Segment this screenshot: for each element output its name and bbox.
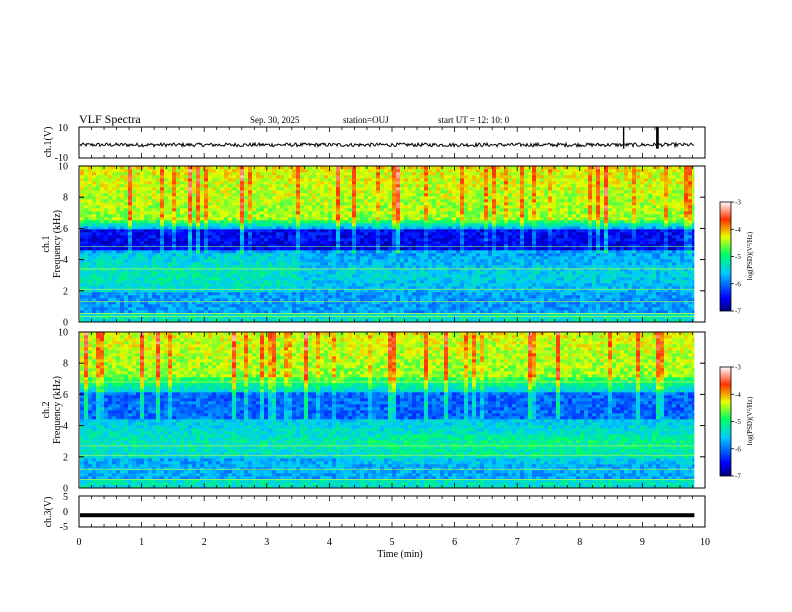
time-axis-tick-label: 4 <box>327 537 332 548</box>
time-axis-tick-label: 9 <box>640 537 645 548</box>
spectrogram-ch2-ytick-label: 10 <box>58 328 68 339</box>
time-axis-tick-label: 8 <box>577 537 582 548</box>
figure-title: VLF Spectra <box>79 112 141 126</box>
waveform-ch1-frame <box>78 126 706 159</box>
spectrogram-ch2-data <box>80 332 705 489</box>
waveform-ch3-frame <box>78 495 706 528</box>
spectrogram-ch1-colorbar-tick-label: -3 <box>735 199 741 207</box>
spectrogram-ch2-ylabel: Frequency (kHz) <box>52 376 63 444</box>
spectrogram-ch2-colorbar-ticks: -3 -4 -5 -6 -7 <box>731 364 741 481</box>
spectrogram-ch2-ytick-label: 4 <box>63 421 68 432</box>
time-axis-tick-label: 7 <box>515 537 520 548</box>
spectrogram-ch1-ylabel: Frequency (kHz) <box>52 210 63 278</box>
spectrogram-ch2-colorbar <box>719 366 732 477</box>
spectrogram-ch1-yticks: 0 2 4 6 8 10 <box>58 162 705 329</box>
spectrogram-ch1-colorbar-tick-label: -6 <box>735 280 741 288</box>
time-axis-tick-labels: 0 1 2 3 4 5 6 7 8 9 10 <box>77 537 711 548</box>
spectrogram-ch1-colorbar-ticks: -3 -4 -5 -6 -7 <box>731 199 741 316</box>
spectrogram-ch1-ytick-label: 0 <box>63 318 68 329</box>
waveform-ch1-ylabel: ch.1(V) <box>43 127 54 158</box>
time-axis-tick-label: 5 <box>390 537 395 548</box>
spectrogram-ch1-ytick-label: 10 <box>58 162 68 173</box>
spectrogram-ch1-colorbar-label: log(PSD)(V²/Hz) <box>746 231 754 280</box>
spectrogram-ch2-colorbar-tick-label: -3 <box>735 364 741 372</box>
spectrogram-ch1-ytick-label: 2 <box>63 286 68 297</box>
time-axis-tick-label: 0 <box>77 537 82 548</box>
waveform-ch3-ytick-mid: 0 <box>63 507 68 518</box>
waveform-ch3-ylabel: ch.3(V) <box>43 497 54 528</box>
waveform-ch3-ytick-top: 5 <box>63 492 68 503</box>
time-axis-ticks <box>78 127 706 527</box>
time-axis-tick-label: 3 <box>264 537 269 548</box>
spectrogram-ch1-colorbar-tick-label: -5 <box>735 253 741 261</box>
waveform-ch3-ytick-bottom: -5 <box>60 522 68 533</box>
spectrogram-ch1-channel: ch.1 <box>41 236 52 253</box>
time-axis-tick-label: 1 <box>139 537 144 548</box>
spectrogram-ch1-ytick-label: 4 <box>63 255 68 266</box>
waveform-ch3-trace <box>80 513 695 518</box>
time-axis-tick-label: 2 <box>202 537 207 548</box>
spectrogram-ch2-ytick-label: 8 <box>63 359 68 370</box>
waveform-ch1-trace <box>79 141 695 149</box>
spectrogram-ch2-ytick-label: 2 <box>63 452 68 463</box>
spectrogram-ch2-colorbar-tick-label: -5 <box>735 418 741 426</box>
waveform-ch1-panel: 10 -10 ch.1(V) <box>43 123 706 164</box>
date-label: Sep. 30, 2025 <box>250 115 300 125</box>
spectrogram-ch2-colorbar-tick-label: -4 <box>735 391 741 399</box>
spectrogram-ch2-colorbar-tick-label: -6 <box>735 445 741 453</box>
waveform-ch1-ytick-bottom: -10 <box>55 153 68 164</box>
spectrogram-ch1-ytick-label: 6 <box>63 224 68 235</box>
spectrogram-ch2-channel: ch.2 <box>41 402 52 419</box>
spectrogram-ch2-ytick-label: 6 <box>63 390 68 401</box>
time-axis-tick-label: 10 <box>700 537 710 548</box>
spectrogram-ch1-colorbar <box>719 201 732 312</box>
spectrogram-ch2-colorbar-label: log(PSD)(V²/Hz) <box>746 396 754 445</box>
spectrogram-ch1-colorbar-tick-label: -7 <box>735 308 741 316</box>
spectrogram-ch1-ytick-label: 8 <box>63 193 68 204</box>
waveform-ch1-ytick-top: 10 <box>58 123 68 134</box>
start-time-label: start UT = 12: 10: 0 <box>438 115 510 125</box>
spectrogram-ch2-ytick-label: 0 <box>63 484 68 495</box>
spectrogram-ch1-colorbar-tick-label: -4 <box>735 226 741 234</box>
spectrogram-ch2-yticks: 0 2 4 6 8 10 <box>58 328 705 495</box>
spectrogram-ch1-data <box>80 166 705 323</box>
time-axis-label: Time (min) <box>377 549 422 560</box>
time-axis-tick-label: 6 <box>452 537 457 548</box>
waveform-ch3-panel: 5 0 -5 ch.3(V) <box>43 492 706 533</box>
spectrogram-ch2-colorbar-tick-label: -7 <box>735 473 741 481</box>
station-label: station=OUJ <box>343 115 389 125</box>
waveform-ch1-spikes <box>622 127 659 149</box>
